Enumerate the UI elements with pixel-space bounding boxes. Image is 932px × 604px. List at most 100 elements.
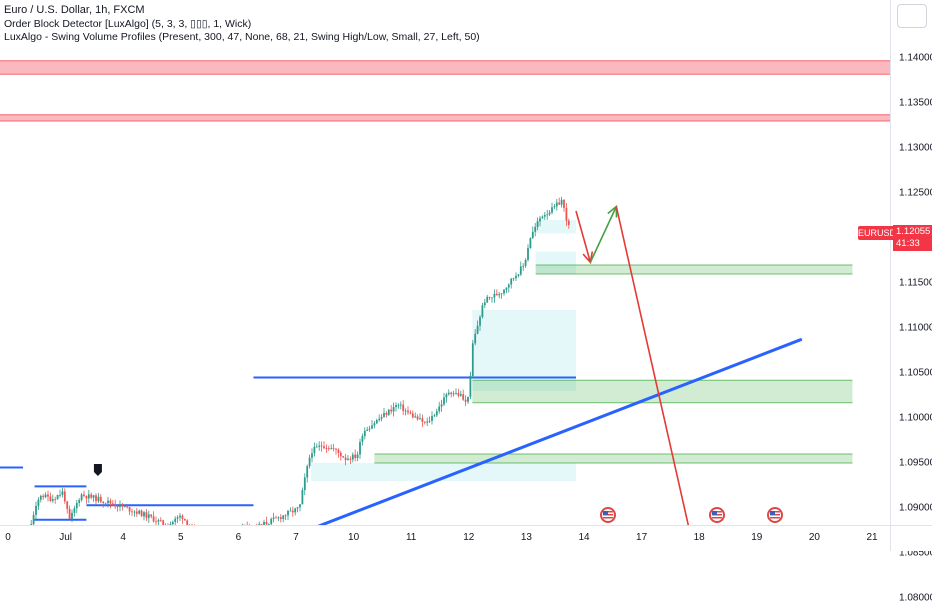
candle [486, 297, 488, 303]
candle [508, 285, 510, 288]
candle [177, 517, 179, 518]
candle [270, 519, 272, 524]
price-tick-label: 1.09500 [899, 458, 932, 469]
candle [328, 448, 330, 449]
candle [371, 425, 373, 428]
candle [566, 208, 568, 221]
candle [141, 511, 143, 517]
candle [136, 512, 138, 514]
candle [436, 411, 438, 415]
candle [352, 455, 354, 460]
price-tick-label: 1.10500 [899, 368, 932, 379]
candle [158, 520, 160, 521]
candle [539, 218, 541, 221]
candle [510, 279, 512, 285]
candle [426, 422, 428, 423]
candle [412, 413, 414, 417]
price-tick-label: 1.12500 [899, 188, 932, 199]
candle [366, 430, 368, 431]
chart-canvas[interactable] [0, 0, 890, 525]
symbol-title[interactable]: Euro / U.S. Dollar, 1h, FXCM [4, 4, 480, 18]
candle [182, 516, 184, 519]
candle [148, 514, 150, 517]
us-flag-icon [770, 511, 780, 519]
price-tick-label: 1.10000 [899, 413, 932, 424]
candle [57, 495, 59, 499]
candle [568, 221, 570, 225]
candle [172, 522, 174, 524]
candle [496, 294, 498, 295]
candle [470, 376, 472, 397]
candle [110, 501, 112, 504]
candle [374, 423, 376, 425]
candle [455, 393, 457, 394]
support-zone [472, 380, 852, 403]
candle [503, 290, 505, 294]
candle [88, 494, 90, 498]
candle [431, 416, 433, 421]
us-event-flag-icon[interactable] [600, 507, 616, 523]
chart-area[interactable]: Euro / U.S. Dollar, 1h, FXCM Order Block… [0, 0, 890, 525]
candle [297, 507, 299, 508]
candle [522, 266, 524, 267]
candle [122, 504, 124, 506]
indicator-swing-volume-profiles[interactable]: LuxAlgo - Swing Volume Profiles (Present… [4, 31, 480, 45]
candle [369, 429, 371, 430]
candle [285, 515, 287, 516]
time-tick-label: 11 [406, 532, 416, 543]
candle [333, 448, 335, 449]
candle [275, 518, 277, 519]
candle [417, 416, 419, 419]
candle [563, 200, 565, 208]
candle [345, 458, 347, 460]
candle [472, 343, 474, 376]
volume-profile-box [536, 220, 576, 234]
candle [395, 405, 397, 407]
candle [462, 394, 464, 399]
candle [350, 459, 352, 460]
support-zone [536, 265, 853, 274]
current-price-value: 1.12055 [896, 226, 932, 238]
indicator-order-block-detector[interactable]: Order Block Detector [LuxAlgo] (5, 3, 3,… [4, 18, 480, 32]
candle [465, 400, 467, 402]
candle [498, 294, 500, 295]
candle [340, 453, 342, 456]
candle [78, 500, 80, 503]
candle [83, 495, 85, 496]
candle [513, 278, 515, 279]
bar-countdown: 41:33 [896, 238, 932, 250]
candle [42, 496, 44, 497]
candle [477, 326, 479, 334]
candle [518, 274, 520, 275]
candle [280, 517, 282, 519]
candle [342, 456, 344, 457]
chart-settings-button[interactable] [897, 4, 927, 28]
candle [74, 508, 76, 513]
candle [400, 405, 402, 406]
us-flag-icon [603, 511, 613, 519]
candle [407, 411, 409, 413]
candle [35, 506, 37, 515]
candle [489, 297, 491, 298]
us-event-flag-icon[interactable] [767, 507, 783, 523]
candle [402, 405, 404, 411]
us-event-flag-icon[interactable] [709, 507, 725, 523]
candle [376, 420, 378, 423]
swing-high-marker [94, 464, 102, 476]
candle [378, 419, 380, 420]
candle [266, 522, 268, 524]
candle [438, 406, 440, 411]
candle [326, 448, 328, 449]
price-tick-label: 1.13500 [899, 98, 932, 109]
candle [273, 518, 275, 519]
candle [155, 521, 157, 522]
price-tick-label: 1.09000 [899, 503, 932, 514]
candle [532, 232, 534, 238]
candle [381, 417, 383, 419]
candle [184, 519, 186, 520]
price-tick-label: 1.13000 [899, 143, 932, 154]
candle [69, 509, 71, 519]
candle [282, 516, 284, 519]
